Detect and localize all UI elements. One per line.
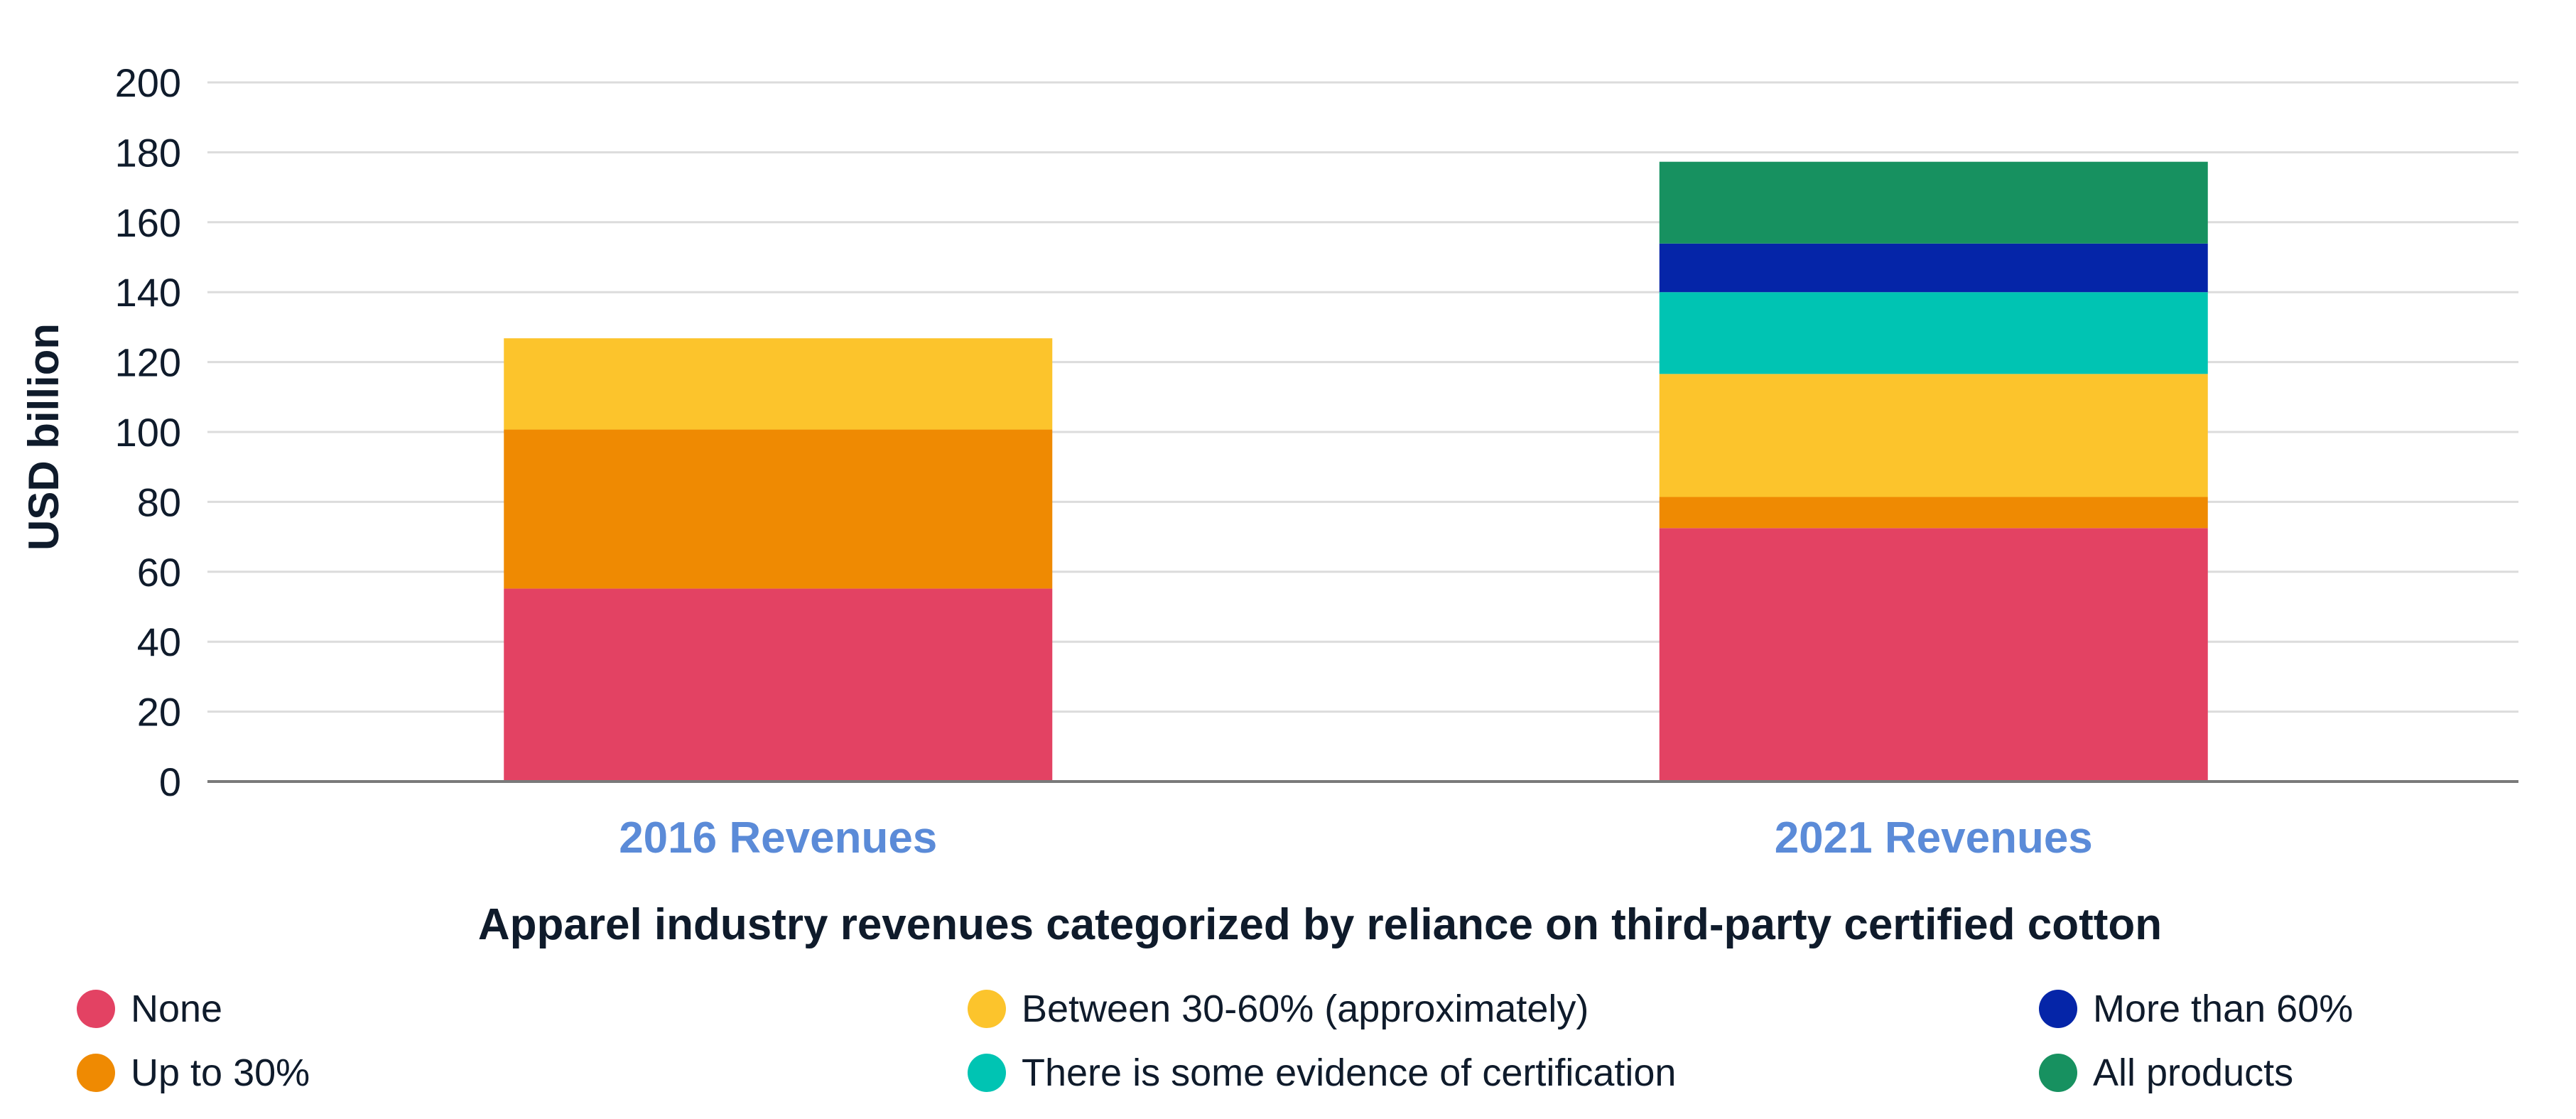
y-axis-title: USD billion <box>20 323 67 551</box>
bar-segment[interactable] <box>1659 374 2208 497</box>
legend-item-none[interactable]: None <box>77 977 222 1041</box>
legend-label: More than 60% <box>2093 988 2354 1030</box>
bar-segment[interactable] <box>1659 528 2208 782</box>
legend-label: Up to 30% <box>131 1052 310 1094</box>
legend-item-some-evidence[interactable]: There is some evidence of certification <box>968 1041 1676 1105</box>
bars <box>504 161 2208 782</box>
x-axis-categories: 2016 Revenues 2021 Revenues <box>619 813 2093 863</box>
y-tick-label: 180 <box>115 130 181 175</box>
y-tick-label: 120 <box>115 340 181 385</box>
bar-segment[interactable] <box>504 429 1053 589</box>
bar-segment[interactable] <box>504 588 1053 782</box>
y-tick-label: 0 <box>159 759 181 804</box>
legend-label: All products <box>2093 1052 2294 1094</box>
legend-label: None <box>131 988 223 1030</box>
y-tick-label: 40 <box>137 620 181 664</box>
bar-segment[interactable] <box>1659 161 2208 244</box>
legend-swatch-icon <box>968 1054 1006 1092</box>
bar-segment[interactable] <box>504 338 1053 430</box>
x-category-label: 2016 Revenues <box>619 813 937 863</box>
legend-swatch-icon <box>2039 1054 2077 1092</box>
x-axis-title: Apparel industry revenues categorized by… <box>478 900 2162 949</box>
legend-swatch-icon <box>2039 990 2077 1028</box>
legend-label: Between 30-60% (approximately) <box>1022 988 1589 1030</box>
bar-segment[interactable] <box>1659 497 2208 529</box>
bar-segment[interactable] <box>1659 243 2208 293</box>
y-tick-label: 100 <box>115 410 181 455</box>
y-tick-label: 60 <box>137 550 181 595</box>
legend-item-all-products[interactable]: All products <box>2039 1041 2293 1105</box>
y-tick-label: 140 <box>115 270 181 315</box>
x-category-label: 2021 Revenues <box>1775 813 2093 863</box>
legend-swatch-icon <box>968 990 1006 1028</box>
y-tick-label: 200 <box>115 60 181 105</box>
y-axis-ticks: 0 20 40 60 80 100 120 140 160 180 200 <box>115 60 181 804</box>
legend-item-between-30-60[interactable]: Between 30-60% (approximately) <box>968 977 1589 1041</box>
legend-item-up-to-30[interactable]: Up to 30% <box>77 1041 310 1105</box>
legend-swatch-icon <box>77 1054 115 1092</box>
y-tick-label: 20 <box>137 690 181 735</box>
y-tick-label: 160 <box>115 200 181 245</box>
bar-segment[interactable] <box>1659 292 2208 374</box>
legend-item-more-than-60[interactable]: More than 60% <box>2039 977 2353 1041</box>
legend-label: There is some evidence of certification <box>1022 1052 1677 1094</box>
y-tick-label: 80 <box>137 480 181 524</box>
legend-swatch-icon <box>77 990 115 1028</box>
legend: None Up to 30% Between 30-60% (approxima… <box>0 977 2576 1119</box>
stacked-bar-chart: 0 20 40 60 80 100 120 140 160 180 200 2016 Revenue… <box>20 60 2518 949</box>
